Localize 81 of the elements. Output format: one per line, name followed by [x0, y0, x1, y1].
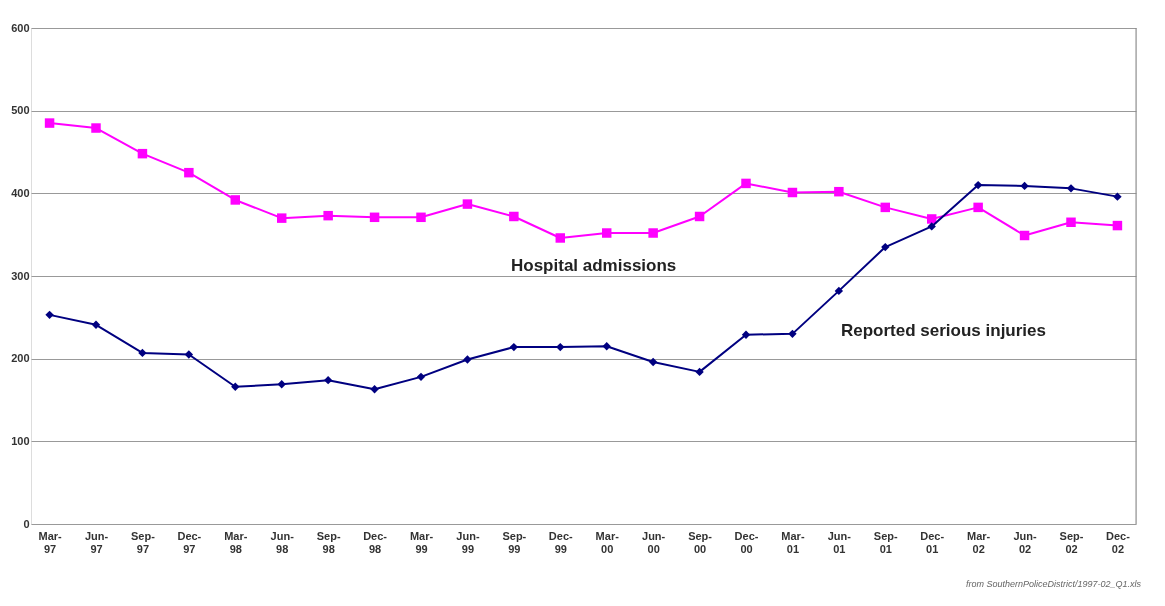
point: [648, 228, 658, 238]
point: [1066, 184, 1076, 193]
point: [1112, 220, 1123, 231]
y-tick-label: 100: [11, 434, 30, 447]
point: [881, 242, 890, 252]
y-tick-label: 600: [11, 21, 30, 34]
point: [648, 357, 658, 367]
point: [926, 214, 937, 224]
x-tick-label: Dec-01: [920, 529, 945, 555]
point: [695, 367, 704, 377]
point: [741, 178, 751, 189]
x-tick-label: Mar-99: [409, 529, 434, 555]
y-tick-label: 300: [11, 269, 30, 282]
point: [555, 233, 566, 243]
point: [276, 213, 287, 223]
x-tick-label: Dec-98: [363, 529, 388, 555]
y-tick-label: 500: [11, 104, 30, 117]
point: [509, 211, 519, 222]
x-tick-label: Jun-02: [1013, 529, 1038, 555]
series-label: Reported serious injuries: [841, 321, 1046, 340]
x-tick-label: Sep-99: [502, 529, 527, 555]
point: [1020, 181, 1029, 191]
point: [138, 348, 147, 358]
x-tick-label: Sep-98: [316, 529, 341, 555]
point: [834, 286, 844, 296]
x-tick-label: Sep-01: [873, 529, 899, 555]
point: [231, 382, 240, 391]
point: [416, 212, 426, 223]
x-tick-label: Mar-01: [781, 529, 805, 555]
x-tick-label: Sep-00: [688, 529, 713, 555]
point: [462, 199, 473, 209]
point: [602, 342, 611, 351]
point: [834, 186, 844, 197]
point: [184, 350, 194, 359]
point: [230, 195, 241, 205]
point: [370, 385, 379, 394]
x-tick-label: Mar-98: [224, 529, 248, 555]
y-tick-label: 400: [11, 186, 30, 199]
point: [91, 123, 101, 133]
point: [787, 187, 798, 198]
point: [184, 167, 194, 178]
x-tick-label: Mar-02: [967, 529, 991, 555]
point: [601, 228, 612, 238]
x-tick-label: Dec-99: [548, 529, 574, 555]
x-tick-label: Dec-97: [177, 529, 202, 555]
point: [323, 210, 333, 221]
x-tick-label: Mar-00: [595, 529, 620, 555]
x-tick-label: Sep-02: [1059, 529, 1084, 555]
x-tick-label: Jun-00: [642, 529, 666, 555]
x-tick-label: Dec-00: [734, 529, 759, 555]
point: [277, 380, 286, 389]
x-tick-label: Jun-99: [456, 529, 480, 555]
point: [369, 212, 380, 223]
point: [45, 310, 54, 320]
point: [973, 180, 983, 190]
text: from SouthernPoliceDistrict/1997-02_Q1.xls: [965, 579, 1142, 589]
point: [741, 330, 751, 339]
point: [91, 320, 101, 329]
point: [788, 329, 797, 339]
point: [44, 118, 55, 128]
x-tick-label: Jun-97: [84, 529, 109, 555]
point: [323, 375, 333, 385]
point: [1019, 230, 1030, 241]
point: [694, 211, 705, 222]
x-tick-label: Jun-01: [827, 529, 852, 555]
series-label: Hospital admissions: [511, 256, 677, 275]
point: [1113, 192, 1122, 201]
y-tick-label: 0: [23, 517, 30, 530]
point: [416, 372, 426, 382]
point: [973, 202, 983, 213]
x-tick-label: Sep-97: [131, 529, 156, 555]
point: [556, 342, 565, 352]
point: [1066, 217, 1076, 228]
point: [137, 148, 148, 159]
x-tick-label: Mar-97: [38, 529, 63, 555]
point: [463, 355, 472, 364]
y-tick-label: 200: [11, 352, 30, 365]
point: [927, 222, 936, 231]
x-tick-label: Dec-02: [1106, 529, 1131, 555]
point: [880, 202, 891, 213]
x-tick-label: Jun-98: [270, 529, 295, 555]
